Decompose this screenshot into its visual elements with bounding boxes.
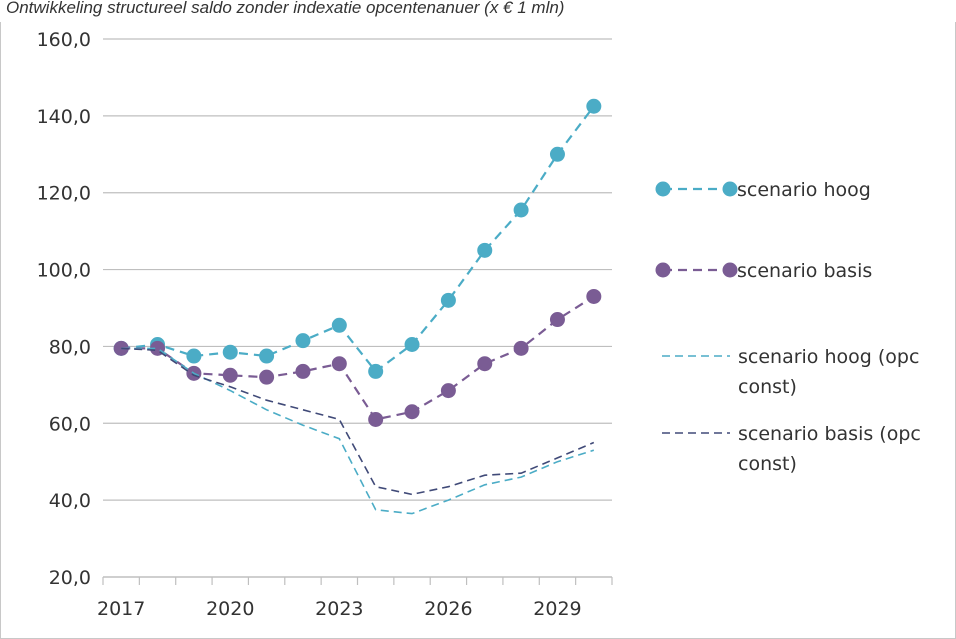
data-point — [440, 383, 456, 399]
y-axis-tick-labels: 20,0 40,0 60,0 80,0 100,0 120,0 140,0 160,0 — [37, 29, 91, 589]
data-point — [440, 292, 456, 308]
data-point — [513, 340, 529, 356]
data-point — [259, 369, 275, 385]
x-tick-label: 2029 — [533, 598, 581, 620]
legend-marker — [722, 262, 738, 278]
data-point — [259, 348, 275, 364]
chart-title: Ontwikkeling structureel saldo zonder in… — [6, 0, 564, 17]
legend: scenario hoog scenario basis scenario hoog… — [655, 179, 921, 475]
data-point — [549, 146, 565, 162]
legend-label: const) — [738, 453, 797, 475]
series-layer — [113, 98, 602, 515]
data-point — [113, 340, 129, 356]
y-tick-label: 80,0 — [49, 336, 91, 358]
data-point — [404, 337, 420, 353]
title-band — [0, 0, 956, 22]
y-tick-label: 140,0 — [37, 106, 91, 128]
x-tick-label: 2020 — [206, 598, 254, 620]
data-point — [404, 404, 420, 420]
data-point — [295, 363, 311, 379]
x-tick-label: 2026 — [424, 598, 472, 620]
legend-marker — [655, 181, 671, 197]
y-tick-label: 120,0 — [37, 183, 91, 205]
data-point — [331, 356, 347, 372]
y-tick-label: 160,0 — [37, 29, 91, 51]
legend-label: scenario hoog — [737, 179, 871, 201]
data-point — [477, 356, 493, 372]
series-line — [121, 347, 595, 515]
x-tick-label: 2017 — [97, 598, 145, 620]
data-point — [331, 317, 347, 333]
data-point — [186, 348, 202, 364]
legend-label: scenario hoog (opc — [738, 346, 919, 368]
y-tick-label: 100,0 — [37, 260, 91, 282]
data-point — [513, 202, 529, 218]
data-point — [549, 312, 565, 328]
data-point — [586, 98, 602, 114]
data-point — [222, 344, 238, 360]
legend-marker — [722, 181, 738, 197]
data-point — [477, 242, 493, 258]
x-tick-label: 2023 — [315, 598, 363, 620]
data-point — [586, 288, 602, 304]
y-tick-label: 40,0 — [49, 490, 91, 512]
x-axis-tick-labels: 2017 2020 2023 2026 2029 — [97, 598, 582, 620]
legend-marker — [655, 262, 671, 278]
legend-label: scenario basis (opc — [738, 423, 921, 445]
data-point — [368, 363, 384, 379]
data-point — [295, 333, 311, 349]
legend-label: scenario basis — [737, 260, 872, 282]
data-point — [222, 367, 238, 383]
axes — [102, 576, 613, 585]
y-tick-label: 20,0 — [49, 567, 91, 589]
data-point — [368, 411, 384, 427]
legend-label: const) — [738, 376, 797, 398]
y-tick-label: 60,0 — [49, 413, 91, 435]
